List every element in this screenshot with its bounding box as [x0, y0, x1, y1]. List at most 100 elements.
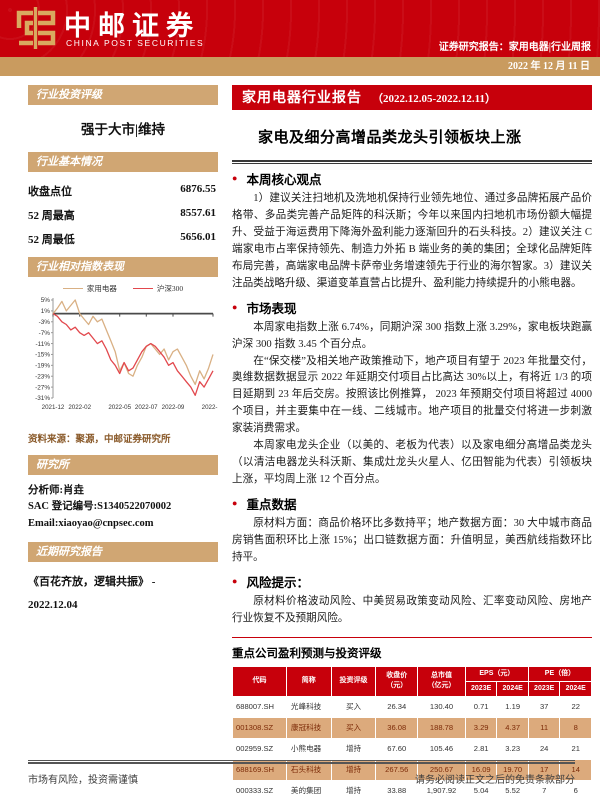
section-market-performance: ● 市场表现 本周家电指数上涨 6.74%，同期沪深 300 指数上涨 3.29…: [232, 298, 592, 489]
basics-row-low: 52 周最低 5656.01: [28, 227, 218, 249]
footer-disclaimer-left: 市场有风险，投资需谨慎: [28, 775, 138, 786]
chart-source-note: 资料来源：聚源，中邮证券研究所: [28, 435, 171, 445]
report-headline: 家电及细分高增品类龙头引领板块上涨: [258, 130, 522, 146]
industry-rating-value: 强于大市|维持: [81, 122, 165, 137]
institute-section-header: 研究所: [28, 455, 218, 475]
bullet-icon: ●: [232, 575, 238, 586]
industry-basics-list: 收盘点位 6876.55 52 周最高 8557.61 52 周最低 5656.…: [28, 179, 218, 249]
recent-report-date: 2022.12.04: [28, 598, 78, 611]
content-top-rule: [232, 160, 592, 164]
brand-name-cn: 中邮证券: [64, 11, 200, 41]
legend-item-appliance: 家用电器: [62, 283, 117, 294]
basics-label: 收盘点位: [28, 186, 72, 198]
footer-disclaimer-right: 请务必阅读正文之后的免责条款部分: [415, 775, 575, 786]
chart-legend: 家用电器 沪深300: [28, 283, 218, 294]
report-period: （2022.12.05-2022.12.11）: [372, 93, 497, 105]
section-title: 本周核心观点: [246, 173, 322, 187]
main-content: 家用电器行业报告 （2022.12.05-2022.12.11） 家电及细分高增…: [232, 85, 592, 800]
line-chart-svg: 5% 1% -3% -7% -11% -15% -19% -23% -27% -31% 2021-1…: [35, 297, 225, 411]
basics-section-header: 行业基本情况: [28, 152, 218, 172]
col-header-pe-group: PE（倍）: [528, 666, 591, 681]
bullet-icon: ●: [232, 173, 238, 183]
report-title: 家用电器行业报告: [242, 91, 362, 106]
basics-label: 52 周最高: [28, 210, 75, 222]
svg-text:-23%: -23%: [35, 373, 50, 380]
legend-line-icon: [132, 288, 153, 289]
table-top-rule: [232, 636, 592, 638]
svg-text:-31%: -31%: [35, 395, 50, 402]
section-risk-warning: ● 风险提示： 原材料价格波动风险、中美贸易政策变动风险、汇率变动风险、房地产行…: [232, 572, 592, 628]
svg-text:-19%: -19%: [35, 363, 50, 370]
section-paragraph: 原材料价格波动风险、中美贸易政策变动风险、汇率变动风险、房地产行业恢复不及预期风…: [232, 595, 592, 624]
col-header-price: 收盘价 （元）: [376, 666, 418, 696]
section-paragraph: 在“保交楼”及相关地产政策推动下，地产项目有望于 2023 年批量交付，奥维数据…: [232, 355, 592, 435]
bullet-icon: ●: [232, 498, 238, 508]
legend-line-icon: [62, 288, 83, 289]
svg-text:-27%: -27%: [35, 384, 50, 391]
chart-section-header: 行业相对指数表现: [28, 257, 218, 277]
china-post-logo-icon: [13, 7, 59, 54]
svg-text:2021-12: 2021-12: [42, 404, 65, 411]
analyst-name: 分析师:肖垚: [28, 485, 84, 496]
col-header-rating: 投资评级: [331, 666, 376, 696]
svg-text:5%: 5%: [41, 297, 51, 304]
basics-value: 5656.01: [180, 231, 216, 243]
basics-value: 8557.61: [180, 207, 216, 219]
col-header-pe-2023e: 2023E: [528, 681, 560, 696]
table-row: 000333.SZ 美的集团 增持 33.88 1,907.92 5.04 5.52 7 6: [236, 786, 578, 796]
svg-text:2022-09: 2022-09: [162, 404, 185, 411]
table-row: 001308.SZ 康冠科技 买入 36.08 188.78 3.29 4.37 11 8: [233, 717, 591, 738]
analyst-email: Email:xiaoyao@cnpsec.com: [28, 517, 154, 529]
analyst-sac-number: SAC 登记编号:S1340522070002: [28, 501, 172, 513]
company-table-title: 重点公司盈利预测与投资评级: [232, 647, 382, 660]
legend-label: 家用电器: [86, 284, 117, 293]
section-paragraph: 本周家电指数上涨 6.74%，同期沪深 300 指数上涨 3.29%，家电板块跑…: [232, 321, 592, 350]
report-category-tag: 证券研究报告：家用电器|行业周报: [438, 42, 591, 53]
section-title: 市场表现: [246, 301, 297, 316]
recent-report-list: 《百花齐放，逻辑共振》 - 2022.12.04: [28, 571, 218, 617]
section-core-views: ● 本周核心观点 1）建议关注扫地机及洗地机保持行业领先地位、通过多品牌拓展产品…: [232, 169, 592, 293]
section-paragraph: 本周家电龙头企业（以美的、老板为代表）以及家电细分高增品类龙头（以清洁电器龙头科…: [232, 440, 592, 486]
col-header-name: 简称: [286, 666, 331, 696]
svg-text:-3%: -3%: [39, 319, 51, 326]
svg-text:-15%: -15%: [35, 352, 50, 359]
section-title: 重点数据: [246, 498, 297, 512]
col-header-eps-group: EPS（元）: [465, 666, 528, 681]
section-title: 风险提示：: [246, 575, 309, 590]
section-key-data: ● 重点数据 原材料方面：商品价格环比多数持平；地产数据方面：30 大中城市商品…: [232, 494, 592, 567]
col-header-eps-2024e: 2024E: [497, 681, 528, 696]
rating-section-header: 行业投资评级: [28, 85, 218, 105]
svg-text:1%: 1%: [41, 308, 51, 315]
table-row: 688007.SH 光峰科技 买入 26.34 130.40 0.71 1.19 37 22: [236, 702, 580, 712]
svg-text:2022-07: 2022-07: [135, 404, 158, 411]
svg-text:-7%: -7%: [39, 330, 51, 337]
legend-label: 沪深300: [156, 284, 184, 293]
svg-text:2022-02: 2022-02: [68, 404, 91, 411]
col-header-eps-2023e: 2023E: [465, 681, 497, 696]
sidebar: 行业投资评级 强于大市|维持 行业基本情况 收盘点位 6876.55 52 周最…: [28, 85, 225, 617]
report-title-box: 家用电器行业报告 （2022.12.05-2022.12.11）: [232, 85, 592, 110]
report-date: 2022 年 12 月 11 日: [508, 61, 590, 72]
brand-name-en: CHINA POST SECURITIES: [66, 38, 205, 48]
col-header-pe-2024e: 2024E: [560, 681, 591, 696]
basics-row-close: 收盘点位 6876.55: [28, 179, 218, 201]
analyst-info: 分析师:肖垚 SAC 登记编号:S1340522070002 Email:xia…: [28, 483, 218, 532]
col-header-mcap: 总市值 （亿元）: [418, 666, 465, 696]
svg-text:-11%: -11%: [36, 341, 51, 348]
table-row: 002959.SZ 小熊电器 增持 67.60 105.46 2.81 3.23 24 21: [236, 744, 580, 754]
section-paragraph: 原材料方面：商品价格环比多数持平；地产数据方面：30 大中城市商品房销售面积环比…: [232, 518, 592, 563]
svg-text:2022-12: 2022-12: [202, 404, 218, 411]
basics-label: 52 周最低: [28, 234, 75, 246]
col-header-code: 代码: [233, 666, 286, 696]
page-footer: 市场有风险，投资需谨慎 请务必阅读正文之后的免责条款部分: [28, 760, 575, 786]
recent-report-title: 《百花齐放，逻辑共振》 -: [28, 575, 156, 588]
basics-row-high: 52 周最高 8557.61: [28, 203, 218, 225]
section-paragraph: 1）建议关注扫地机及洗地机保持行业领先地位、通过多品牌拓展产品价格带、多品类完善…: [232, 193, 592, 289]
basics-value: 6876.55: [180, 183, 216, 195]
legend-item-hs300: 沪深300: [132, 283, 184, 294]
svg-text:2022-05: 2022-05: [108, 404, 131, 411]
date-strip: 2022 年 12 月 11 日: [0, 57, 600, 76]
report-sections: ● 本周核心观点 1）建议关注扫地机及洗地机保持行业领先地位、通过多品牌拓展产品…: [232, 169, 592, 628]
relative-index-chart: 家用电器 沪深300 5% 1% -3% -7% -11% -15% -19% -23% -27…: [28, 283, 225, 422]
